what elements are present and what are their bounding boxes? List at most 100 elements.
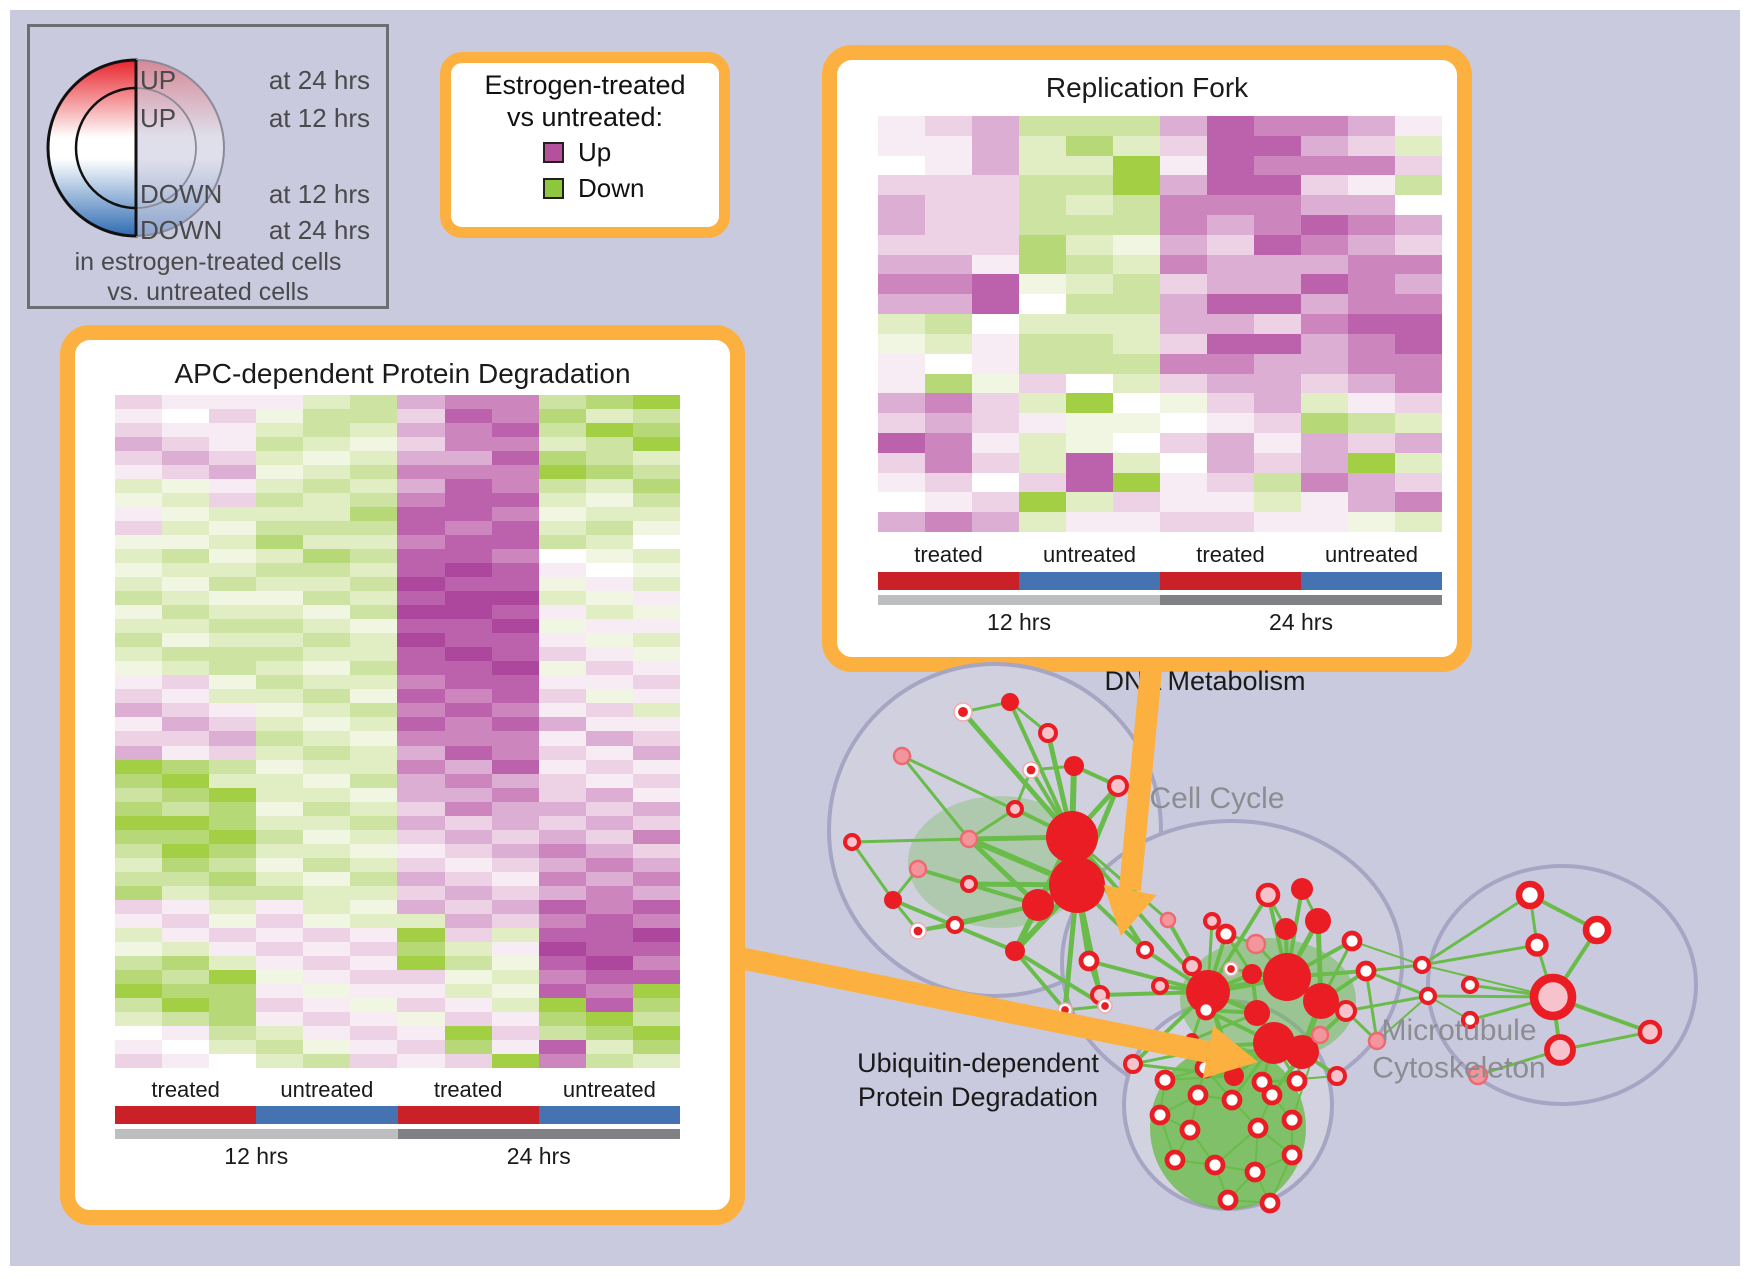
heatmap-cell — [303, 577, 351, 592]
heatmap-cell — [1160, 116, 1207, 136]
heatmap-cell — [256, 451, 304, 466]
heatmap-cell — [162, 801, 210, 816]
heatmap-cell — [1207, 432, 1254, 453]
heatmap-cell — [444, 941, 492, 956]
heatmap-cell — [538, 675, 586, 690]
heatmap-cell — [303, 787, 351, 802]
heatmap-cell — [444, 661, 492, 676]
heatmap-cell — [972, 512, 1019, 532]
heatmap-cell — [115, 1011, 163, 1026]
heatmap-cell — [1019, 432, 1066, 453]
heatmap-cell — [1113, 135, 1160, 156]
heatmap-cell — [1113, 314, 1160, 334]
heatmap-cell — [115, 703, 163, 718]
heatmap-cell — [1019, 195, 1066, 216]
heatmap-cell — [115, 423, 163, 438]
updown-ring-legend: UP at 24 hrs UP at 12 hrs DOWN at 12 hrs… — [27, 24, 389, 309]
heatmap-cell — [1207, 234, 1254, 255]
heatmap-cell — [303, 857, 351, 872]
estrogen-legend-items: Up Down — [543, 137, 644, 209]
heatmap-cell — [538, 1025, 586, 1040]
heatmap-cell — [350, 717, 398, 732]
heatmap-cell — [1160, 413, 1207, 433]
timepoint-bars — [878, 595, 1442, 605]
heatmap-cell — [632, 451, 680, 466]
heatmap-cell — [1113, 294, 1160, 315]
heatmap-cell — [972, 254, 1019, 275]
heatmap-cell — [632, 1011, 680, 1026]
heatmap-cell — [1019, 452, 1066, 473]
heatmap-cell — [585, 703, 633, 718]
heatmap-cell — [878, 393, 925, 414]
heatmap-cell — [350, 493, 398, 508]
heatmap-cell — [350, 1011, 398, 1026]
heatmap-cell — [972, 452, 1019, 473]
heatmap-cell — [162, 465, 210, 480]
heatmap-cell — [303, 437, 351, 452]
heatmap-cell — [585, 941, 633, 956]
heatmap-cell — [1066, 175, 1113, 196]
heatmap-cell — [632, 395, 680, 410]
heatmap-cell — [585, 521, 633, 536]
heatmap-cell — [209, 969, 257, 984]
heatmap-cell — [303, 871, 351, 886]
heatmap-cell — [1395, 294, 1442, 315]
heatmap-cell — [1301, 215, 1348, 235]
heatmap-cell — [1066, 234, 1113, 255]
heatmap-cell — [1207, 175, 1254, 196]
heatmap-cell — [162, 577, 210, 592]
heatmap-cell — [162, 563, 210, 578]
heatmap-cell — [1113, 452, 1160, 473]
heatmap-cell — [585, 899, 633, 914]
time-label: at 12 hrs — [268, 103, 370, 133]
heatmap-cell — [162, 829, 210, 844]
heatmap-cell — [1348, 373, 1395, 394]
heatmap-cell — [585, 815, 633, 830]
heatmap-cell — [350, 941, 398, 956]
heatmap-cell — [350, 815, 398, 830]
heatmap-cell — [350, 913, 398, 928]
heatmap-cell — [444, 549, 492, 564]
heatmap-cell — [256, 857, 304, 872]
time-label: 12 hrs — [224, 1143, 289, 1169]
heatmap-cell — [256, 1053, 304, 1068]
direction-label: UP — [140, 103, 177, 133]
heatmap-cell — [209, 661, 257, 676]
heatmap-cell — [585, 745, 633, 760]
heatmap-cell — [397, 787, 445, 802]
heatmap-cell — [209, 941, 257, 956]
heatmap-cell — [162, 927, 210, 942]
heatmap-cell — [585, 787, 633, 802]
inner-ring-right-outline — [135, 87, 197, 209]
heatmap-cell — [632, 577, 680, 592]
apc-heatmap — [115, 395, 680, 1068]
heatmap-cell — [1254, 512, 1301, 532]
heatmap-cell — [162, 983, 210, 998]
legend-item-down: Down — [543, 173, 644, 203]
heatmap-cell — [585, 983, 633, 998]
heatmap-cell — [444, 437, 492, 452]
heatmap-cell — [115, 857, 163, 872]
heatmap-cell — [162, 955, 210, 970]
heatmap-cell — [1207, 333, 1254, 354]
heatmap-cell — [1207, 452, 1254, 473]
heatmap-cell — [209, 479, 257, 494]
heatmap-cell — [1113, 373, 1160, 394]
heatmap-cell — [1395, 472, 1442, 493]
heatmap-cell — [491, 521, 539, 536]
heatmap-cell — [538, 451, 586, 466]
apc-degradation-panel: APC-dependent Protein Degradation treate… — [60, 325, 745, 1225]
heatmap-cell — [256, 563, 304, 578]
heatmap-cell — [491, 633, 539, 648]
heatmap-cell — [209, 899, 257, 914]
heatmap-cell — [1301, 155, 1348, 176]
heatmap-cell — [925, 512, 972, 532]
heatmap-cell — [538, 465, 586, 480]
heatmap-cell — [397, 689, 445, 704]
heatmap-cell — [972, 195, 1019, 216]
heatmap-cell — [491, 815, 539, 830]
heatmap-cell — [585, 927, 633, 942]
heatmap-cell — [303, 1039, 351, 1054]
heatmap-cell — [397, 549, 445, 564]
heatmap-cell — [303, 941, 351, 956]
